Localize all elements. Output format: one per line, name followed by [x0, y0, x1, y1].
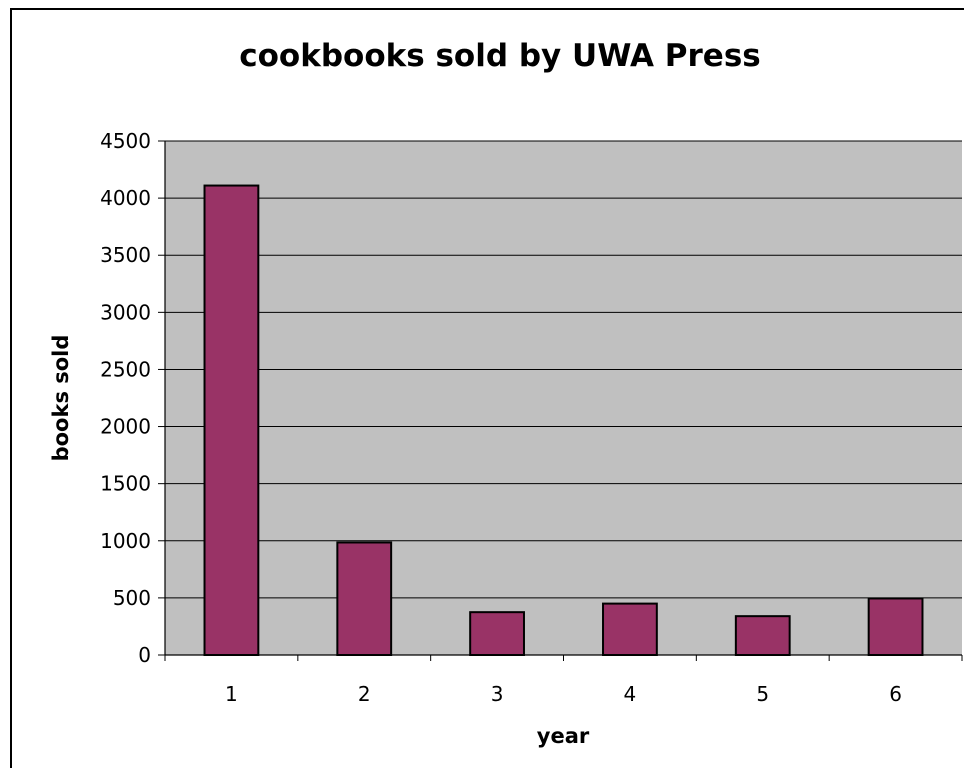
y-tick-labels: 0 500 1000 1500 2000 2500 3000 3500 4000 4500 — [100, 129, 151, 667]
x-tick-label: 2 — [358, 682, 371, 706]
y-tick-label: 1500 — [100, 472, 151, 496]
y-tick-label: 4500 — [100, 129, 151, 153]
gridlines — [165, 140, 962, 599]
bar — [469, 611, 525, 656]
bar — [336, 541, 393, 656]
y-tick-label: 500 — [113, 586, 151, 610]
y-tick-label: 0 — [138, 643, 151, 667]
y-tick-label: 3000 — [100, 300, 151, 324]
y-tick-label: 3500 — [100, 243, 151, 267]
bar — [203, 184, 260, 657]
bars — [203, 184, 924, 657]
x-axis-label: year — [537, 724, 590, 748]
chart-title: cookbooks sold by UWA Press — [239, 38, 760, 74]
y-axis-label: books sold — [49, 335, 73, 462]
bar — [602, 602, 658, 656]
x-tick-labels: 1 2 3 4 5 6 — [225, 682, 902, 706]
y-tick-label: 4000 — [100, 186, 151, 210]
x-tick-label: 6 — [889, 682, 902, 706]
y-tick-label: 1000 — [100, 529, 151, 553]
bar — [734, 615, 791, 656]
axes — [158, 140, 963, 661]
x-tick-label: 4 — [624, 682, 637, 706]
x-tick-label: 3 — [491, 682, 504, 706]
y-tick-label: 2500 — [100, 357, 151, 381]
plot-area — [165, 141, 962, 655]
y-tick-label: 2000 — [100, 415, 151, 439]
bar — [867, 597, 924, 657]
x-tick-label: 1 — [225, 682, 238, 706]
x-tick-label: 5 — [756, 682, 769, 706]
